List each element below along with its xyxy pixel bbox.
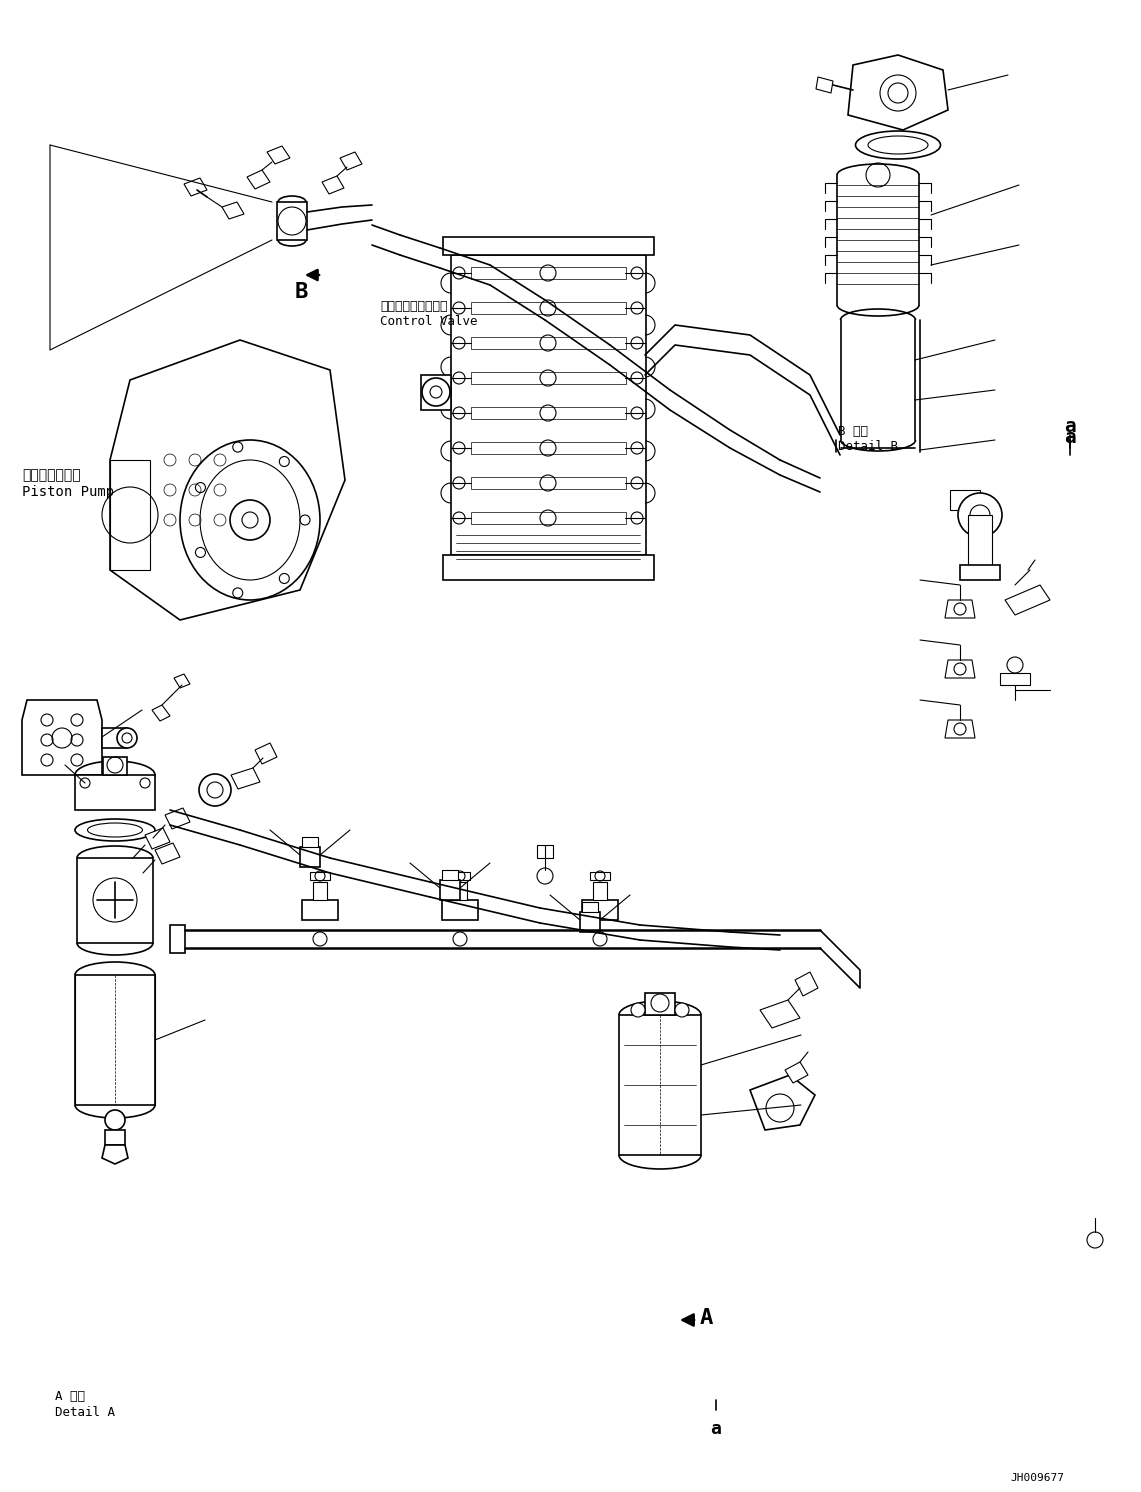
Circle shape — [199, 774, 230, 806]
Polygon shape — [442, 870, 458, 880]
Bar — [443, 237, 654, 255]
Text: Detail B: Detail B — [837, 440, 898, 454]
Polygon shape — [945, 659, 976, 677]
Polygon shape — [645, 994, 675, 1015]
Bar — [471, 442, 626, 454]
Text: Piston Pump: Piston Pump — [22, 485, 114, 498]
Polygon shape — [110, 460, 149, 570]
Polygon shape — [582, 900, 618, 921]
Polygon shape — [848, 55, 948, 130]
Polygon shape — [173, 674, 191, 688]
Polygon shape — [103, 756, 127, 774]
Bar — [443, 555, 654, 580]
Bar — [471, 301, 626, 313]
Circle shape — [537, 868, 553, 883]
Polygon shape — [75, 774, 155, 810]
Bar — [451, 255, 646, 555]
Polygon shape — [313, 882, 327, 900]
Polygon shape — [442, 900, 478, 921]
Circle shape — [631, 1003, 645, 1018]
Polygon shape — [580, 912, 600, 932]
Polygon shape — [155, 843, 180, 864]
Polygon shape — [302, 837, 318, 847]
Polygon shape — [590, 871, 610, 880]
Polygon shape — [102, 1144, 128, 1164]
Circle shape — [958, 492, 1002, 537]
Polygon shape — [750, 1076, 815, 1129]
Polygon shape — [322, 176, 343, 194]
Polygon shape — [945, 600, 976, 618]
Text: a: a — [1065, 418, 1076, 437]
Polygon shape — [152, 706, 170, 721]
Polygon shape — [453, 882, 467, 900]
Text: ピストンポンプ: ピストンポンプ — [22, 468, 81, 482]
Text: a: a — [1065, 428, 1076, 448]
Polygon shape — [110, 340, 345, 621]
Polygon shape — [170, 925, 185, 953]
Polygon shape — [165, 809, 191, 830]
Text: コントロールバルブ: コントロールバルブ — [380, 300, 447, 313]
Circle shape — [453, 932, 467, 946]
Text: Detail A: Detail A — [55, 1405, 115, 1419]
Circle shape — [652, 994, 669, 1012]
Text: A: A — [699, 1308, 713, 1328]
Polygon shape — [105, 1129, 126, 1144]
Polygon shape — [421, 374, 451, 410]
Circle shape — [422, 377, 450, 406]
Polygon shape — [785, 1062, 808, 1083]
Polygon shape — [145, 828, 170, 849]
Polygon shape — [593, 882, 607, 900]
Circle shape — [1087, 1232, 1103, 1247]
Polygon shape — [950, 489, 980, 510]
Polygon shape — [300, 847, 319, 867]
Polygon shape — [302, 900, 338, 921]
Polygon shape — [254, 743, 277, 764]
Polygon shape — [76, 858, 153, 943]
Polygon shape — [795, 971, 818, 997]
Text: A 詳細: A 詳細 — [55, 1391, 84, 1402]
Polygon shape — [582, 903, 598, 912]
Text: B 詳細: B 詳細 — [837, 425, 868, 439]
Polygon shape — [246, 170, 270, 189]
Circle shape — [1008, 656, 1023, 673]
Bar — [471, 512, 626, 524]
Bar — [471, 267, 626, 279]
Polygon shape — [1005, 585, 1050, 615]
Polygon shape — [450, 871, 470, 880]
Bar — [471, 407, 626, 419]
Text: Control Valve: Control Valve — [380, 315, 477, 328]
Polygon shape — [816, 78, 833, 93]
Polygon shape — [537, 844, 553, 858]
Text: JH009677: JH009677 — [1010, 1473, 1065, 1483]
Bar — [471, 477, 626, 489]
Circle shape — [593, 932, 607, 946]
Circle shape — [675, 1003, 689, 1018]
Circle shape — [105, 1110, 126, 1129]
Ellipse shape — [180, 440, 319, 600]
Polygon shape — [968, 515, 992, 570]
Polygon shape — [230, 768, 260, 789]
Text: B: B — [296, 282, 308, 301]
Polygon shape — [620, 1015, 701, 1155]
Polygon shape — [960, 565, 1000, 580]
Polygon shape — [267, 146, 290, 164]
Polygon shape — [75, 974, 155, 1106]
Polygon shape — [22, 700, 102, 774]
Polygon shape — [184, 178, 207, 195]
Circle shape — [118, 728, 137, 747]
Polygon shape — [440, 880, 460, 900]
Polygon shape — [945, 721, 976, 739]
Text: a: a — [711, 1420, 721, 1438]
Polygon shape — [102, 728, 127, 747]
Polygon shape — [277, 201, 307, 240]
Polygon shape — [310, 871, 330, 880]
Polygon shape — [760, 1000, 800, 1028]
Polygon shape — [340, 152, 362, 170]
Bar — [471, 337, 626, 349]
Bar — [471, 372, 626, 383]
Polygon shape — [1000, 673, 1030, 685]
Polygon shape — [222, 201, 244, 219]
Circle shape — [313, 932, 327, 946]
